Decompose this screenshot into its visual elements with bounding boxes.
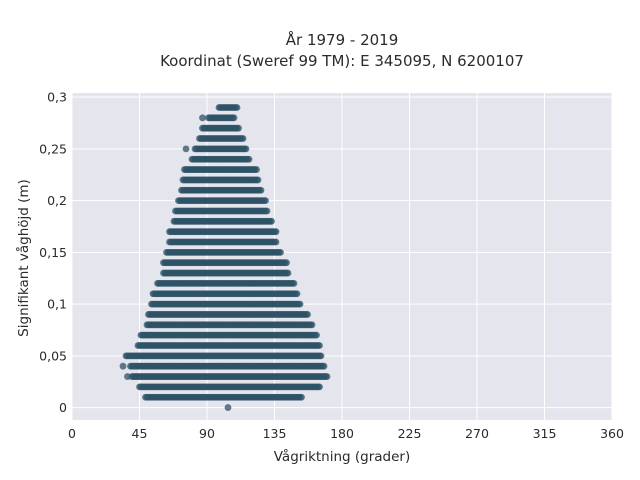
x-tick-label: 90 (199, 426, 215, 441)
data-point (308, 321, 316, 329)
data-point (272, 238, 280, 246)
y-tick-label: 0,05 (39, 348, 67, 363)
y-axis-label: Signifikant våghöjd (m) (15, 179, 32, 337)
data-point (262, 197, 269, 205)
data-point (230, 114, 238, 122)
data-point (182, 145, 190, 153)
data-point (304, 311, 311, 318)
data-point (277, 248, 284, 256)
y-tick-label: 0,25 (39, 141, 67, 156)
data-point (316, 342, 323, 349)
chart-title-line-1: År 1979 - 2019 (286, 30, 399, 49)
data-points (119, 104, 331, 411)
x-tick-label: 45 (132, 426, 148, 441)
y-tick-label: 0 (59, 400, 67, 415)
data-point (254, 176, 262, 184)
data-point (313, 331, 320, 339)
x-tick-label: 180 (330, 426, 354, 441)
data-point (317, 352, 325, 360)
data-point (233, 104, 241, 111)
x-tick-label: 360 (600, 426, 624, 441)
data-point (224, 404, 232, 411)
data-point (272, 228, 280, 236)
data-point (263, 207, 271, 215)
data-point (124, 373, 131, 380)
data-point (320, 362, 328, 370)
data-point (323, 373, 331, 380)
data-point (290, 280, 298, 287)
data-point (296, 300, 304, 308)
data-point (199, 114, 206, 122)
data-point (119, 362, 127, 370)
y-tick-label: 0,1 (47, 297, 67, 312)
data-point (242, 145, 250, 153)
data-point (283, 259, 290, 267)
data-point (268, 217, 275, 225)
data-point (316, 383, 323, 391)
data-point (239, 135, 247, 142)
data-point (253, 166, 260, 173)
data-point (293, 290, 301, 298)
x-tick-label: 135 (263, 426, 287, 441)
y-tick-label: 0,3 (47, 90, 67, 105)
data-point (257, 186, 265, 194)
tick-labels: 0 45 90 135 180 225 270 315 360 0 0,05 0,1 0,15 0,2 0,… (39, 90, 624, 441)
x-tick-label: 270 (465, 426, 489, 441)
x-tick-label: 225 (398, 426, 422, 441)
x-tick-label: 315 (533, 426, 557, 441)
data-point (284, 269, 292, 277)
chart-title-line-2: Koordinat (Sweref 99 TM): E 345095, N 62… (160, 52, 524, 70)
data-point (298, 393, 305, 401)
x-axis-label: Vågriktning (grader) (274, 448, 411, 465)
x-tick-label: 0 (68, 426, 76, 441)
data-point (245, 155, 253, 163)
data-point (235, 124, 242, 132)
y-tick-label: 0,15 (39, 245, 67, 260)
y-tick-label: 0,2 (47, 193, 67, 208)
